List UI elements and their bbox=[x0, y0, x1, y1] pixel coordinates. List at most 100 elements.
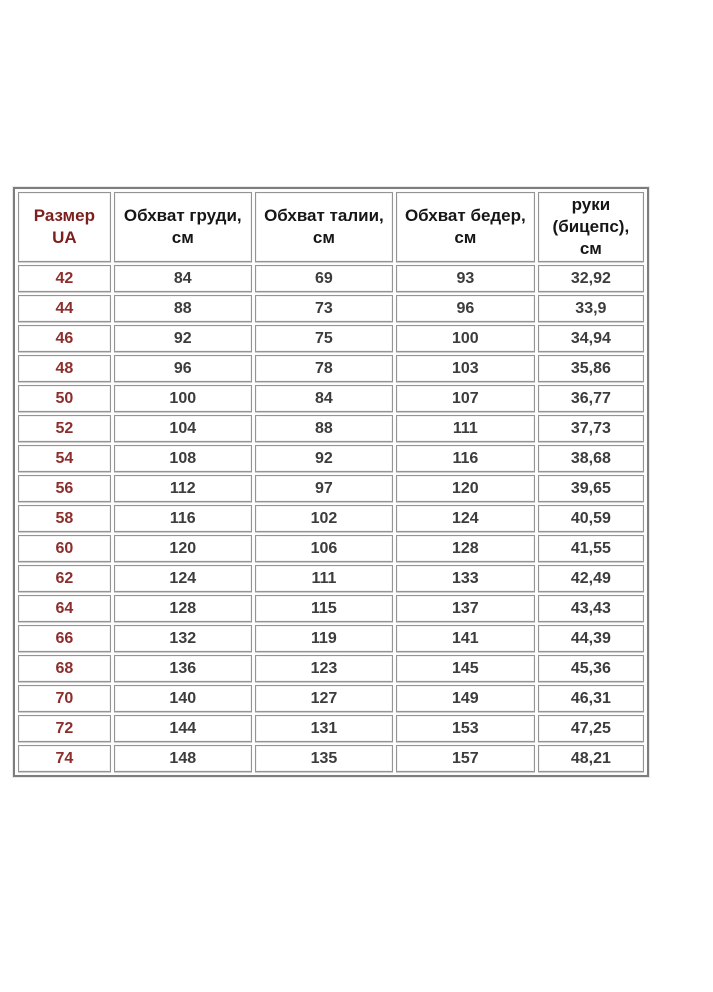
value-cell: 116 bbox=[113, 505, 252, 532]
size-cell: 74 bbox=[18, 745, 111, 772]
size-cell: 52 bbox=[18, 415, 111, 442]
value-cell: 102 bbox=[254, 505, 393, 532]
value-cell: 120 bbox=[113, 535, 252, 562]
value-cell: 32,92 bbox=[537, 265, 644, 292]
value-cell: 115 bbox=[254, 595, 393, 622]
value-cell: 36,77 bbox=[537, 385, 644, 412]
table-row: 42 84 69 93 32,92 bbox=[18, 265, 644, 292]
value-cell: 131 bbox=[254, 715, 393, 742]
value-cell: 104 bbox=[113, 415, 252, 442]
value-cell: 153 bbox=[395, 715, 535, 742]
value-cell: 135 bbox=[254, 745, 393, 772]
table-row: 72 144 131 153 47,25 bbox=[18, 715, 644, 742]
table-row: 46 92 75 100 34,94 bbox=[18, 325, 644, 352]
value-cell: 78 bbox=[254, 355, 393, 382]
value-cell: 100 bbox=[113, 385, 252, 412]
value-cell: 108 bbox=[113, 445, 252, 472]
table-row: 58 116 102 124 40,59 bbox=[18, 505, 644, 532]
header-bicep: руки (бицепс), см bbox=[537, 192, 644, 262]
value-cell: 75 bbox=[254, 325, 393, 352]
table-row: 44 88 73 96 33,9 bbox=[18, 295, 644, 322]
value-cell: 120 bbox=[395, 475, 535, 502]
value-cell: 44,39 bbox=[537, 625, 644, 652]
value-cell: 73 bbox=[254, 295, 393, 322]
value-cell: 48,21 bbox=[537, 745, 644, 772]
value-cell: 136 bbox=[113, 655, 252, 682]
header-chest: Обхват груди, см bbox=[113, 192, 252, 262]
table-row: 64 128 115 137 43,43 bbox=[18, 595, 644, 622]
size-cell: 70 bbox=[18, 685, 111, 712]
value-cell: 124 bbox=[395, 505, 535, 532]
size-cell: 42 bbox=[18, 265, 111, 292]
size-chart-table: Размер UA Обхват груди, см Обхват талии,… bbox=[13, 187, 649, 777]
value-cell: 111 bbox=[254, 565, 393, 592]
value-cell: 97 bbox=[254, 475, 393, 502]
value-cell: 35,86 bbox=[537, 355, 644, 382]
value-cell: 39,65 bbox=[537, 475, 644, 502]
value-cell: 123 bbox=[254, 655, 393, 682]
value-cell: 124 bbox=[113, 565, 252, 592]
value-cell: 100 bbox=[395, 325, 535, 352]
table-row: 62 124 111 133 42,49 bbox=[18, 565, 644, 592]
table-row: 52 104 88 111 37,73 bbox=[18, 415, 644, 442]
value-cell: 45,36 bbox=[537, 655, 644, 682]
value-cell: 47,25 bbox=[537, 715, 644, 742]
header-waist: Обхват талии, см bbox=[254, 192, 393, 262]
value-cell: 119 bbox=[254, 625, 393, 652]
value-cell: 157 bbox=[395, 745, 535, 772]
value-cell: 107 bbox=[395, 385, 535, 412]
value-cell: 140 bbox=[113, 685, 252, 712]
table-row: 60 120 106 128 41,55 bbox=[18, 535, 644, 562]
value-cell: 116 bbox=[395, 445, 535, 472]
header-hips: Обхват бедер, см bbox=[395, 192, 535, 262]
value-cell: 69 bbox=[254, 265, 393, 292]
value-cell: 144 bbox=[113, 715, 252, 742]
value-cell: 88 bbox=[113, 295, 252, 322]
value-cell: 127 bbox=[254, 685, 393, 712]
value-cell: 103 bbox=[395, 355, 535, 382]
size-cell: 46 bbox=[18, 325, 111, 352]
table-row: 74 148 135 157 48,21 bbox=[18, 745, 644, 772]
header-row: Размер UA Обхват груди, см Обхват талии,… bbox=[18, 192, 644, 262]
value-cell: 88 bbox=[254, 415, 393, 442]
value-cell: 33,9 bbox=[537, 295, 644, 322]
table-row: 68 136 123 145 45,36 bbox=[18, 655, 644, 682]
table-row: 50 100 84 107 36,77 bbox=[18, 385, 644, 412]
table-row: 56 112 97 120 39,65 bbox=[18, 475, 644, 502]
size-cell: 60 bbox=[18, 535, 111, 562]
value-cell: 149 bbox=[395, 685, 535, 712]
value-cell: 132 bbox=[113, 625, 252, 652]
value-cell: 128 bbox=[113, 595, 252, 622]
size-cell: 62 bbox=[18, 565, 111, 592]
value-cell: 145 bbox=[395, 655, 535, 682]
value-cell: 133 bbox=[395, 565, 535, 592]
size-cell: 48 bbox=[18, 355, 111, 382]
value-cell: 128 bbox=[395, 535, 535, 562]
value-cell: 137 bbox=[395, 595, 535, 622]
size-cell: 44 bbox=[18, 295, 111, 322]
value-cell: 43,43 bbox=[537, 595, 644, 622]
value-cell: 111 bbox=[395, 415, 535, 442]
header-size-ua: Размер UA bbox=[18, 192, 111, 262]
value-cell: 41,55 bbox=[537, 535, 644, 562]
size-cell: 72 bbox=[18, 715, 111, 742]
value-cell: 84 bbox=[254, 385, 393, 412]
value-cell: 40,59 bbox=[537, 505, 644, 532]
value-cell: 37,73 bbox=[537, 415, 644, 442]
table-row: 66 132 119 141 44,39 bbox=[18, 625, 644, 652]
size-cell: 68 bbox=[18, 655, 111, 682]
value-cell: 34,94 bbox=[537, 325, 644, 352]
value-cell: 92 bbox=[113, 325, 252, 352]
size-cell: 50 bbox=[18, 385, 111, 412]
size-cell: 66 bbox=[18, 625, 111, 652]
size-cell: 56 bbox=[18, 475, 111, 502]
size-cell: 58 bbox=[18, 505, 111, 532]
value-cell: 93 bbox=[395, 265, 535, 292]
value-cell: 112 bbox=[113, 475, 252, 502]
size-cell: 64 bbox=[18, 595, 111, 622]
table-row: 48 96 78 103 35,86 bbox=[18, 355, 644, 382]
table-body: 42 84 69 93 32,92 44 88 73 96 33,9 46 92 75 100 34,94 4… bbox=[18, 265, 644, 772]
value-cell: 96 bbox=[113, 355, 252, 382]
value-cell: 84 bbox=[113, 265, 252, 292]
